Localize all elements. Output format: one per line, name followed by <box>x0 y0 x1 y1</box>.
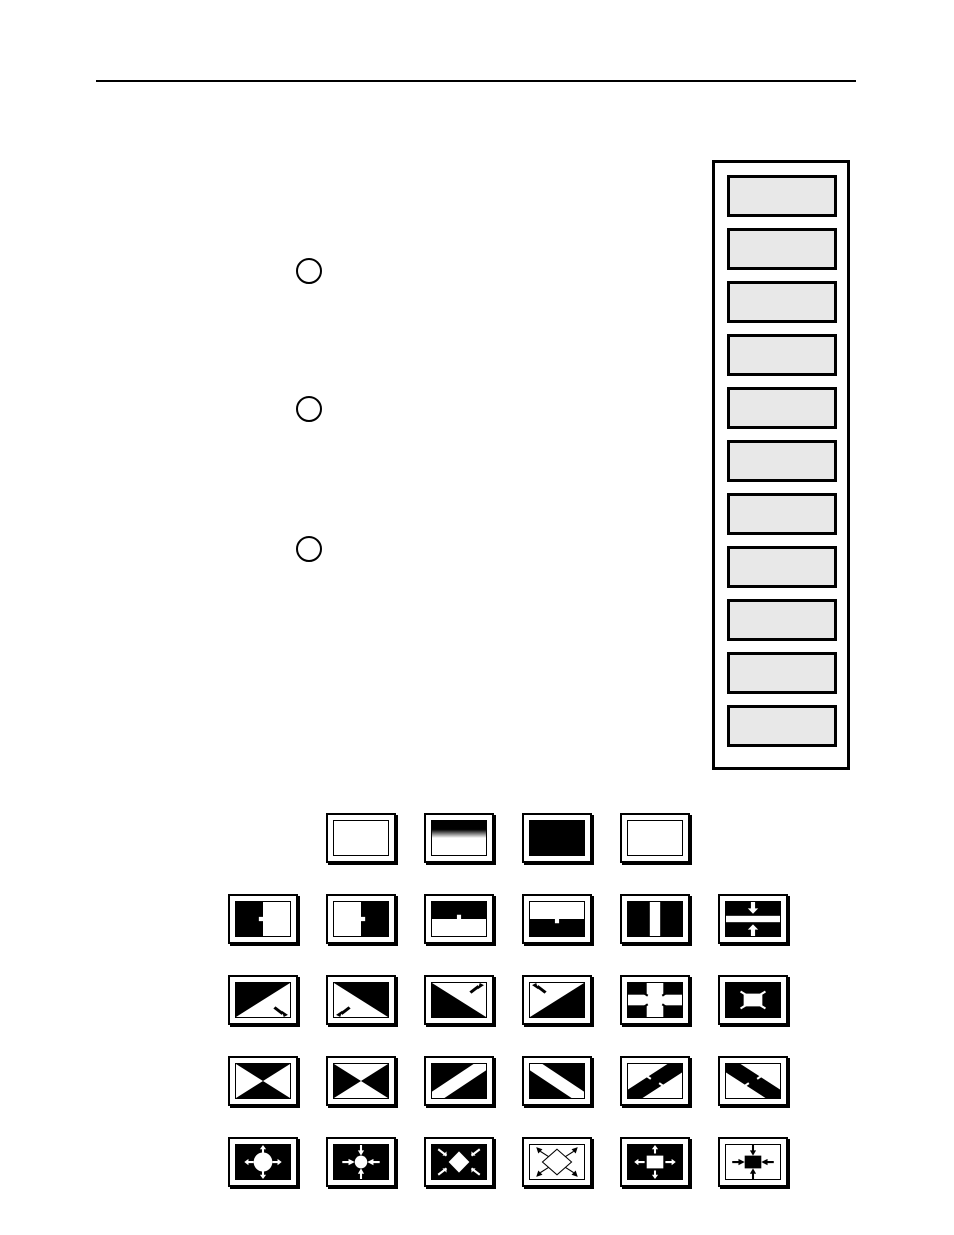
radio-option-1[interactable] <box>296 258 322 284</box>
tile-stripe-nw-inv-icon <box>627 1063 683 1099</box>
tile-cover-left-icon <box>333 901 389 937</box>
tile-split-vert-out[interactable] <box>620 894 690 944</box>
tile-diag-br-icon <box>431 982 487 1018</box>
panel-item-8[interactable] <box>727 546 837 588</box>
panel-item-9[interactable] <box>727 599 837 641</box>
tile-stripe-nw[interactable] <box>424 1056 494 1106</box>
tile-diag-bl[interactable] <box>522 975 592 1025</box>
tile-fade-icon <box>431 820 487 856</box>
tile-diag-tl-icon <box>333 982 389 1018</box>
tile-box-in-icon <box>725 1144 781 1180</box>
tile-box-out[interactable] <box>620 1137 690 1187</box>
tile-box-in-diag[interactable] <box>718 975 788 1025</box>
tile-x-in[interactable] <box>326 1056 396 1106</box>
tile-stripe-nw-inv[interactable] <box>620 1056 690 1106</box>
radio-option-2[interactable] <box>296 396 322 422</box>
tile-cover-up-icon <box>529 901 585 937</box>
options-panel <box>712 160 850 770</box>
tile-cover-right[interactable] <box>228 894 298 944</box>
panel-item-6[interactable] <box>727 440 837 482</box>
tile-cover-down[interactable] <box>424 894 494 944</box>
tile-diag-tr-icon <box>235 982 291 1018</box>
tile-stripe-ne-icon <box>529 1063 585 1099</box>
panel-item-11[interactable] <box>727 705 837 747</box>
panel-item-10[interactable] <box>727 652 837 694</box>
panel-item-4[interactable] <box>727 334 837 376</box>
tile-diag-bl-icon <box>529 982 585 1018</box>
tile-diamond-in-icon <box>431 1144 487 1180</box>
tile-stripe-ne[interactable] <box>522 1056 592 1106</box>
panel-item-5[interactable] <box>727 387 837 429</box>
tile-cover-down-icon <box>431 901 487 937</box>
tile-x-out-icon <box>235 1063 291 1099</box>
tile-black-icon <box>529 820 585 856</box>
tile-split-vert-in[interactable] <box>718 894 788 944</box>
tile-split-vert-in-icon <box>725 901 781 937</box>
panel-item-3[interactable] <box>727 281 837 323</box>
tile-white[interactable] <box>620 813 690 863</box>
page <box>0 0 954 1235</box>
tile-box-out-icon <box>627 1144 683 1180</box>
tile-x-in-icon <box>333 1063 389 1099</box>
tile-diamond-in[interactable] <box>424 1137 494 1187</box>
tile-cover-right-icon <box>235 901 291 937</box>
tile-box-out-diag-icon <box>627 982 683 1018</box>
tile-cover-left[interactable] <box>326 894 396 944</box>
panel-item-2[interactable] <box>727 228 837 270</box>
tile-diamond-out[interactable] <box>522 1137 592 1187</box>
tile-stripe-ne-inv[interactable] <box>718 1056 788 1106</box>
tile-none[interactable] <box>326 813 396 863</box>
tile-circle-out[interactable] <box>228 1137 298 1187</box>
tile-stripe-nw-icon <box>431 1063 487 1099</box>
panel-item-1[interactable] <box>727 175 837 217</box>
tile-cover-up[interactable] <box>522 894 592 944</box>
radio-option-3[interactable] <box>296 536 322 562</box>
tile-stripe-ne-inv-icon <box>725 1063 781 1099</box>
tile-split-vert-out-icon <box>627 901 683 937</box>
header-rule <box>96 80 856 82</box>
tile-black[interactable] <box>522 813 592 863</box>
panel-item-7[interactable] <box>727 493 837 535</box>
tile-diamond-out-icon <box>529 1144 585 1180</box>
tile-diag-tr[interactable] <box>228 975 298 1025</box>
tile-diag-tl[interactable] <box>326 975 396 1025</box>
tile-box-in[interactable] <box>718 1137 788 1187</box>
tile-box-out-diag[interactable] <box>620 975 690 1025</box>
tile-box-in-diag-icon <box>725 982 781 1018</box>
tile-fade[interactable] <box>424 813 494 863</box>
tile-none-icon <box>333 820 389 856</box>
tile-white-icon <box>627 820 683 856</box>
tile-x-out[interactable] <box>228 1056 298 1106</box>
tile-circle-out-icon <box>235 1144 291 1180</box>
tile-circle-in[interactable] <box>326 1137 396 1187</box>
tile-circle-in-icon <box>333 1144 389 1180</box>
tile-diag-br[interactable] <box>424 975 494 1025</box>
